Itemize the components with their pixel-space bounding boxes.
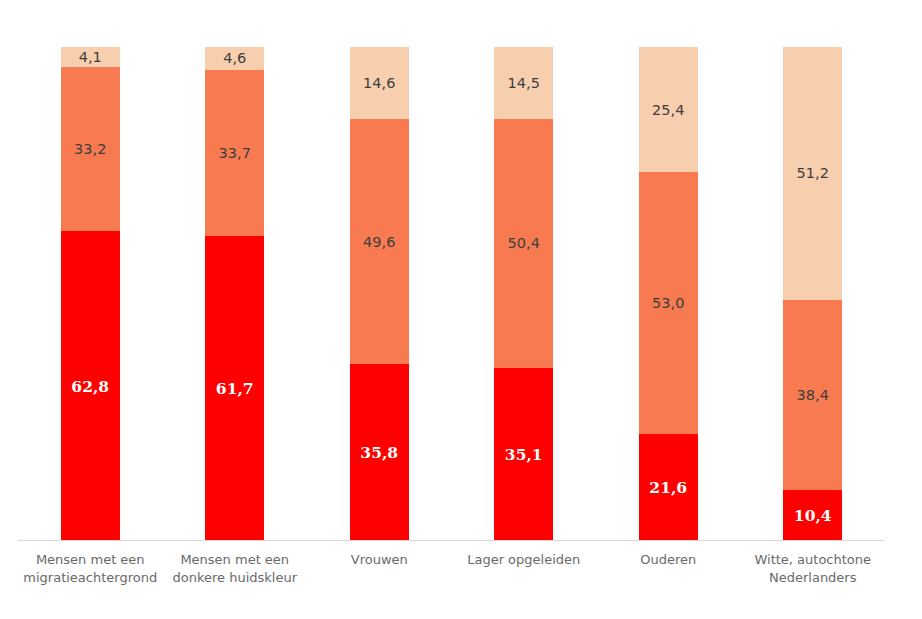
bar-segment-bottom-segment: 61,7 xyxy=(205,236,264,541)
bar-6: 10,4 38,4 51,2 xyxy=(783,47,842,541)
segment-value-label: 62,8 xyxy=(71,377,109,396)
category-label-line: Mensen met een xyxy=(180,552,289,567)
bar-segment-bottom-segment: 35,8 xyxy=(350,364,409,541)
bar-2: 61,7 33,7 4,6 xyxy=(205,47,264,541)
bar-1: 62,8 33,2 4,1 xyxy=(61,47,120,541)
bar-segment-middle-segment: 50,4 xyxy=(494,119,553,368)
bar-5: 21,6 53,0 25,4 xyxy=(639,47,698,541)
bar-segment-middle-segment: 33,7 xyxy=(205,70,264,236)
category-label-line: Vrouwen xyxy=(351,552,408,567)
segment-value-label: 35,8 xyxy=(360,443,398,462)
bar-segment-top-segment: 14,5 xyxy=(494,47,553,119)
category-label-line: Ouderen xyxy=(640,552,696,567)
bar-segment-middle-segment: 38,4 xyxy=(783,300,842,490)
category-label: Ouderen xyxy=(596,551,741,586)
category-label: Mensen met een migratieachtergrond xyxy=(18,551,163,586)
x-axis-labels: Mensen met eenmigratieachtergrondMensen … xyxy=(18,551,885,586)
bar-segment-middle-segment: 49,6 xyxy=(350,119,409,364)
plot-area: 62,8 33,2 4,1 61,7 33,7 4,6 35,8 49,6 14,6 35,1 50… xyxy=(18,47,885,541)
bar-segment-bottom-segment: 10,4 xyxy=(783,490,842,541)
x-axis-line xyxy=(18,540,885,541)
bar-segment-middle-segment: 33,2 xyxy=(61,67,120,231)
segment-value-label: 33,2 xyxy=(74,141,106,157)
bar-segment-bottom-segment: 21,6 xyxy=(639,434,698,541)
bar-segment-middle-segment: 53,0 xyxy=(639,172,698,434)
bars-container: 62,8 33,2 4,1 61,7 33,7 4,6 35,8 49,6 14,6 35,1 50… xyxy=(18,47,885,541)
segment-value-label: 51,2 xyxy=(797,165,829,181)
bar-segment-bottom-segment: 35,1 xyxy=(494,368,553,541)
segment-value-label: 10,4 xyxy=(794,506,832,525)
segment-value-label: 35,1 xyxy=(505,445,543,464)
bar-slot: 35,1 50,4 14,5 xyxy=(452,47,597,541)
segment-value-label: 38,4 xyxy=(797,387,829,403)
bar-slot: 61,7 33,7 4,6 xyxy=(163,47,308,541)
segment-value-label: 21,6 xyxy=(649,478,687,497)
segment-value-label: 53,0 xyxy=(652,295,684,311)
segment-value-label: 49,6 xyxy=(363,234,395,250)
category-label-line: Mensen met een xyxy=(36,552,145,567)
stacked-bar-chart: 62,8 33,2 4,1 61,7 33,7 4,6 35,8 49,6 14,6 35,1 50… xyxy=(0,0,922,619)
bar-segment-top-segment: 4,6 xyxy=(205,47,264,70)
segment-value-label: 25,4 xyxy=(652,102,684,118)
bar-segment-top-segment: 25,4 xyxy=(639,47,698,172)
bar-3: 35,8 49,6 14,6 xyxy=(350,47,409,541)
bar-4: 35,1 50,4 14,5 xyxy=(494,47,553,541)
segment-value-label: 14,5 xyxy=(508,75,540,91)
category-label-line: donkere huidskleur xyxy=(172,570,297,585)
bar-slot: 10,4 38,4 51,2 xyxy=(741,47,886,541)
segment-value-label: 33,7 xyxy=(219,145,251,161)
bar-segment-top-segment: 14,6 xyxy=(350,47,409,119)
bar-slot: 21,6 53,0 25,4 xyxy=(596,47,741,541)
bar-slot: 35,8 49,6 14,6 xyxy=(307,47,452,541)
segment-value-label: 14,6 xyxy=(363,75,395,91)
category-label: Vrouwen xyxy=(307,551,452,586)
category-label-line: Lager opgeleiden xyxy=(467,552,580,567)
category-label: Lager opgeleiden xyxy=(452,551,597,586)
category-label-line: migratieachtergrond xyxy=(23,570,157,585)
category-label-line: Witte, autochtone xyxy=(754,552,871,567)
bar-segment-bottom-segment: 62,8 xyxy=(61,231,120,541)
segment-value-label: 61,7 xyxy=(216,379,254,398)
bar-slot: 62,8 33,2 4,1 xyxy=(18,47,163,541)
category-label: Mensen met een donkere huidskleur xyxy=(163,551,308,586)
category-label: Witte, autochtone Nederlanders xyxy=(741,551,886,586)
segment-value-label: 50,4 xyxy=(508,235,540,251)
segment-value-label: 4,1 xyxy=(79,49,102,65)
bar-segment-top-segment: 4,1 xyxy=(61,47,120,67)
category-label-line: Nederlanders xyxy=(769,570,857,585)
segment-value-label: 4,6 xyxy=(223,50,246,66)
bar-segment-top-segment: 51,2 xyxy=(783,47,842,300)
